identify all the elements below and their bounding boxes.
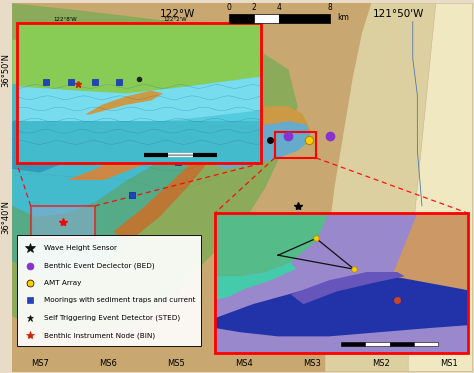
- Bar: [215, 213, 468, 353]
- Polygon shape: [291, 272, 405, 304]
- Polygon shape: [12, 33, 252, 279]
- Bar: [414, 342, 438, 346]
- Polygon shape: [67, 106, 206, 180]
- Text: 0: 0: [226, 3, 231, 12]
- Polygon shape: [215, 213, 329, 276]
- Text: 4: 4: [277, 3, 282, 12]
- Text: MS2: MS2: [372, 359, 390, 368]
- Text: MS1: MS1: [440, 359, 457, 368]
- Text: Wave Height Sensor: Wave Height Sensor: [45, 245, 118, 251]
- Bar: [17, 235, 201, 346]
- Polygon shape: [215, 276, 468, 336]
- Polygon shape: [12, 3, 298, 335]
- Text: 122°8'W: 122°8'W: [54, 17, 78, 22]
- Polygon shape: [325, 3, 473, 372]
- Bar: [279, 14, 330, 23]
- Bar: [31, 206, 95, 239]
- Bar: [215, 213, 468, 353]
- Text: MS6: MS6: [99, 359, 117, 368]
- Bar: [17, 122, 261, 163]
- Text: Moorings with sediment traps and current: Moorings with sediment traps and current: [45, 297, 196, 304]
- Text: 36°40'N: 36°40'N: [1, 200, 10, 234]
- Polygon shape: [12, 106, 187, 173]
- Text: AMT Array: AMT Array: [45, 280, 82, 286]
- Text: 122°W: 122°W: [160, 9, 196, 19]
- Bar: [365, 342, 390, 346]
- Text: km: km: [337, 13, 349, 22]
- Bar: [274, 132, 316, 158]
- Polygon shape: [17, 23, 261, 94]
- Text: MS7: MS7: [31, 359, 49, 368]
- Polygon shape: [17, 77, 261, 124]
- Bar: [390, 342, 414, 346]
- Polygon shape: [113, 143, 224, 243]
- Polygon shape: [219, 106, 311, 158]
- Polygon shape: [12, 77, 224, 217]
- Polygon shape: [215, 262, 296, 300]
- Text: Benthic Instrument Node (BIN): Benthic Instrument Node (BIN): [45, 332, 155, 339]
- Text: MS4: MS4: [236, 359, 253, 368]
- Polygon shape: [85, 91, 163, 115]
- Bar: [17, 23, 261, 163]
- Bar: [341, 342, 365, 346]
- Text: Self Triggering Event Detector (STED): Self Triggering Event Detector (STED): [45, 314, 181, 321]
- Polygon shape: [408, 3, 473, 372]
- Bar: [254, 14, 279, 23]
- Polygon shape: [12, 33, 206, 206]
- Text: 36°50'N: 36°50'N: [1, 53, 10, 87]
- Text: Benthic Event Declector (BED): Benthic Event Declector (BED): [45, 262, 155, 269]
- Text: 121°50'W: 121°50'W: [373, 9, 425, 19]
- Bar: [228, 14, 254, 23]
- Bar: [17, 23, 261, 163]
- Text: 8: 8: [328, 3, 332, 12]
- Polygon shape: [196, 121, 311, 169]
- Text: 2: 2: [252, 3, 256, 12]
- Text: MS5: MS5: [167, 359, 185, 368]
- Polygon shape: [392, 213, 468, 290]
- Text: MS3: MS3: [303, 359, 321, 368]
- Text: 122°2'W: 122°2'W: [164, 17, 187, 22]
